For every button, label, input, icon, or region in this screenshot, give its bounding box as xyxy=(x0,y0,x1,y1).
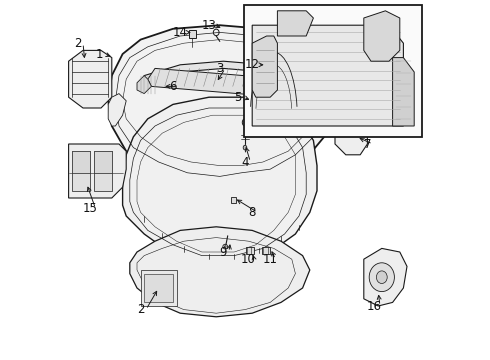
Polygon shape xyxy=(148,68,292,97)
Text: 16: 16 xyxy=(367,300,382,312)
Bar xyxy=(94,151,112,173)
Polygon shape xyxy=(144,61,299,83)
Bar xyxy=(72,151,90,191)
Polygon shape xyxy=(108,25,331,184)
Ellipse shape xyxy=(251,103,253,105)
Bar xyxy=(231,197,236,203)
Bar xyxy=(262,247,270,254)
Text: 15: 15 xyxy=(83,202,98,215)
Polygon shape xyxy=(122,97,317,263)
Polygon shape xyxy=(137,76,151,94)
Text: 10: 10 xyxy=(241,253,256,266)
Polygon shape xyxy=(335,115,368,155)
Text: 9: 9 xyxy=(220,246,227,258)
Polygon shape xyxy=(108,94,126,126)
Polygon shape xyxy=(69,50,112,108)
Ellipse shape xyxy=(369,263,394,292)
Text: 3: 3 xyxy=(216,62,223,75)
Text: 1: 1 xyxy=(96,48,103,60)
Polygon shape xyxy=(130,227,310,317)
Text: 2: 2 xyxy=(74,37,81,50)
Bar xyxy=(94,151,112,191)
Ellipse shape xyxy=(243,145,247,150)
Polygon shape xyxy=(364,11,400,61)
Ellipse shape xyxy=(224,246,226,248)
Text: 6: 6 xyxy=(169,80,177,93)
Text: 7: 7 xyxy=(364,138,371,150)
Text: 5: 5 xyxy=(234,91,242,104)
Bar xyxy=(72,151,90,173)
Polygon shape xyxy=(392,58,414,126)
Bar xyxy=(189,30,196,38)
Bar xyxy=(144,274,173,302)
Bar xyxy=(141,270,176,306)
Text: 11: 11 xyxy=(263,253,278,266)
Polygon shape xyxy=(277,11,314,36)
Ellipse shape xyxy=(376,271,387,284)
Polygon shape xyxy=(364,248,407,306)
Text: 14: 14 xyxy=(172,26,188,39)
Polygon shape xyxy=(252,25,403,126)
Text: 2: 2 xyxy=(137,303,145,316)
Polygon shape xyxy=(252,36,277,97)
Text: 4: 4 xyxy=(241,156,249,168)
Polygon shape xyxy=(69,144,126,198)
Ellipse shape xyxy=(242,119,248,126)
Text: 8: 8 xyxy=(248,206,256,219)
Bar xyxy=(245,5,422,137)
Text: 13: 13 xyxy=(201,19,217,32)
Bar xyxy=(245,247,254,254)
Text: 12: 12 xyxy=(245,58,260,71)
